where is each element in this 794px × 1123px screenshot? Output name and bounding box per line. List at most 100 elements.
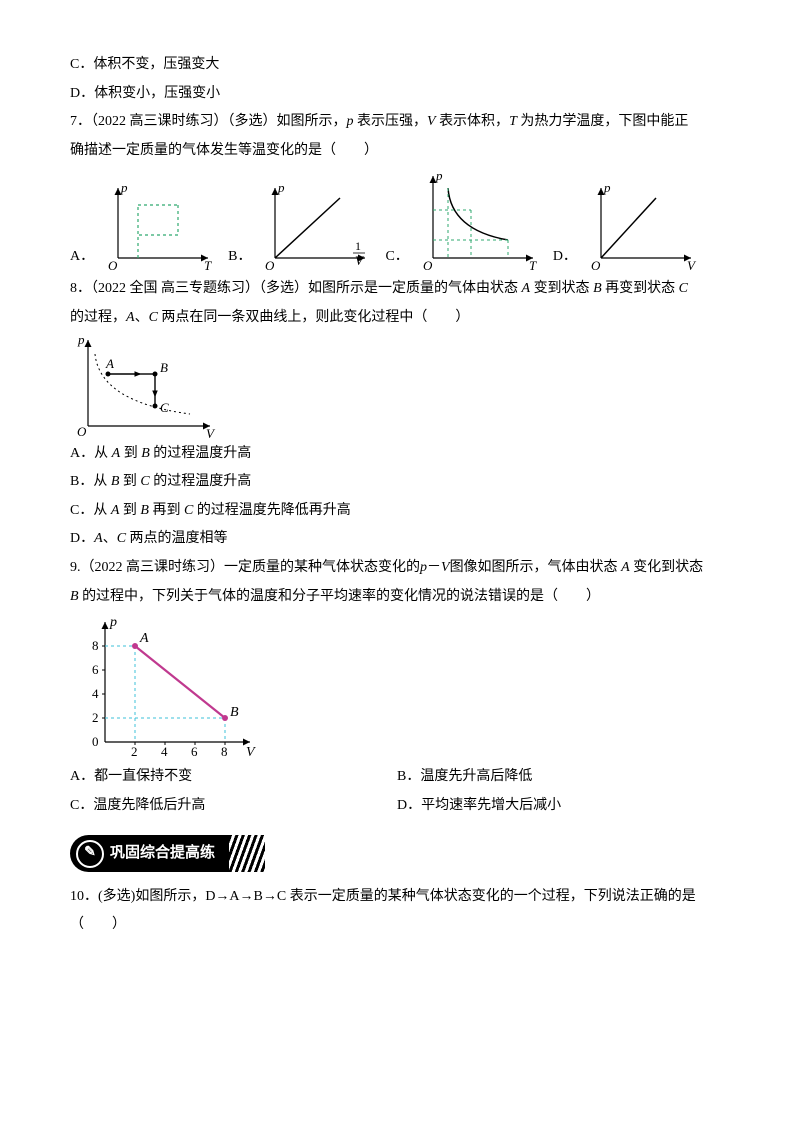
- q8-opt-d: D．A、C 两点的温度相等: [70, 526, 724, 553]
- q7-stem-line2: 确描述一定质量的气体发生等温变化的是（ ）: [70, 138, 724, 165]
- t: 2: [92, 710, 99, 725]
- t: B．从: [70, 474, 111, 489]
- q7-t: T: [509, 114, 517, 129]
- t: p: [109, 615, 117, 630]
- q7-stem-4: 为热力学温度，下图中能正: [517, 114, 689, 129]
- q6-opt-c: C．体积不变，压强变大: [70, 52, 724, 79]
- t: C: [160, 400, 169, 415]
- axis-p: p: [120, 180, 128, 195]
- t: 再到: [149, 503, 184, 518]
- q9-stem-line2: B 的过程中，下列关于气体的温度和分子平均速率的变化情况的说法错误的是（ ）: [70, 584, 724, 611]
- t: D．: [70, 531, 94, 546]
- t: 、: [103, 531, 117, 546]
- t: O: [77, 424, 87, 439]
- t: B: [593, 281, 602, 296]
- axis-o: O: [265, 258, 275, 270]
- t: －: [427, 560, 441, 575]
- q7-diag-d: D． p V O: [553, 180, 701, 270]
- t: 再变到状态: [602, 281, 679, 296]
- t: C: [679, 281, 688, 296]
- q7-stem-line1: 7．（2022 高三课时练习）（多选）如图所示，p 表示压强，V 表示体积，T …: [70, 109, 724, 136]
- q7-diag-c: C． p T O: [385, 170, 542, 270]
- q9-opt-a: A．都一直保持不变: [70, 764, 397, 791]
- axis-p: p: [435, 170, 443, 183]
- q8-stem-line2: 的过程，A、C 两点在同一条双曲线上，则此变化过程中（ ）: [70, 305, 724, 332]
- t: B: [140, 503, 149, 518]
- q8-opt-a: A．从 A 到 B 的过程温度升高: [70, 441, 724, 468]
- q9-svg: p V 0 2 4 6 8 2 4 6 8 A B: [70, 612, 260, 762]
- axis-p: p: [603, 180, 611, 195]
- q7-svg-b: p 1 V O: [255, 180, 375, 270]
- q7-stem-2: 表示压强，: [354, 114, 428, 129]
- q7-label-b: B．: [228, 244, 251, 271]
- t: V: [206, 426, 216, 439]
- t: A: [139, 631, 149, 646]
- q7-diagrams: A． p T O B． p 1 V O C．: [70, 170, 724, 270]
- t: 4: [92, 686, 99, 701]
- q8-svg: p V O A B C: [70, 334, 220, 439]
- t: 图像如图所示，气体由状态: [450, 560, 622, 575]
- q7-diag-b: B． p 1 V O: [228, 180, 375, 270]
- t: 的过程温度先降低再升高: [193, 503, 351, 518]
- axis-o: O: [423, 258, 433, 270]
- q7-stem-3: 表示体积，: [436, 114, 510, 129]
- q8-opt-b: B．从 B 到 C 的过程温度升高: [70, 469, 724, 496]
- q9-options: A．都一直保持不变 C．温度先降低后升高 B．温度先升高后降低 D．平均速率先增…: [70, 762, 724, 821]
- q7-v: V: [427, 114, 436, 129]
- q9-opt-b: B．温度先升高后降低: [397, 764, 724, 791]
- t: V: [246, 745, 256, 760]
- t: B: [70, 589, 79, 604]
- q7-diag-a: A． p T O: [70, 180, 218, 270]
- q7-svg-a: p T O: [98, 180, 218, 270]
- q8-stem-line1: 8．（2022 全国 高三专题练习）（多选）如图所示是一定质量的气体由状态 A …: [70, 276, 724, 303]
- t: A．从: [70, 446, 112, 461]
- q6-opt-d: D．体积变小，压强变小: [70, 81, 724, 108]
- q8-opt-c: C．从 A 到 B 再到 C 的过程温度先降低再升高: [70, 498, 724, 525]
- t: C: [184, 503, 193, 518]
- axis-o: O: [591, 258, 601, 270]
- q7-p: p: [347, 114, 354, 129]
- t: A: [105, 356, 114, 371]
- t: C: [117, 531, 126, 546]
- q7-stem-1: 7．（2022 高三课时练习）（多选）如图所示，: [70, 114, 347, 129]
- t: A: [94, 531, 103, 546]
- t: V: [441, 560, 450, 575]
- t: 9.（2022 高三课时练习）一定质量的某种气体状态变化的: [70, 560, 420, 575]
- q9-stem-line1: 9.（2022 高三课时练习）一定质量的某种气体状态变化的p－V图像如图所示，气…: [70, 555, 724, 582]
- axis-invv-num: 1: [355, 239, 361, 253]
- t: 的过程中，下列关于气体的温度和分子平均速率的变化情况的说法错误的是（ ）: [79, 589, 601, 604]
- q9-opt-d: D．平均速率先增大后减小: [397, 793, 724, 820]
- axis-t: T: [204, 258, 212, 270]
- t: 两点在同一条双曲线上，则此变化过程中（ ）: [158, 310, 470, 325]
- t: 到: [119, 503, 140, 518]
- t: p: [77, 334, 85, 347]
- t: 8: [221, 744, 228, 759]
- axis-invv-den: V: [355, 253, 365, 268]
- t: 6: [191, 744, 198, 759]
- t: C．从: [70, 503, 111, 518]
- t: 变到状态: [530, 281, 593, 296]
- t: 变化到状态: [630, 560, 704, 575]
- q7-label-a: A．: [70, 244, 94, 271]
- t: 0: [92, 734, 99, 749]
- section-banner: ✎ 巩固综合提高练: [70, 835, 229, 872]
- q7-svg-d: p V O: [581, 180, 701, 270]
- t: C: [149, 310, 158, 325]
- q10-stem-2: （ ）: [70, 912, 724, 939]
- t: C: [140, 474, 149, 489]
- t: A: [126, 310, 135, 325]
- t: 6: [92, 662, 99, 677]
- t: 两点的温度相等: [126, 531, 228, 546]
- t: 2: [131, 744, 138, 759]
- q7-label-d: D．: [553, 244, 577, 271]
- t: 的过程，: [70, 310, 126, 325]
- t: 到: [119, 474, 140, 489]
- t: 4: [161, 744, 168, 759]
- t: B: [160, 360, 168, 375]
- axis-t: T: [529, 258, 537, 270]
- t: 、: [135, 310, 149, 325]
- axis-o: O: [108, 258, 118, 270]
- q10-stem-1: 10．(多选)如图所示，D→A→B→C 表示一定质量的某种气体状态变化的一个过程…: [70, 884, 724, 911]
- t: B: [230, 705, 239, 720]
- t: A: [621, 560, 630, 575]
